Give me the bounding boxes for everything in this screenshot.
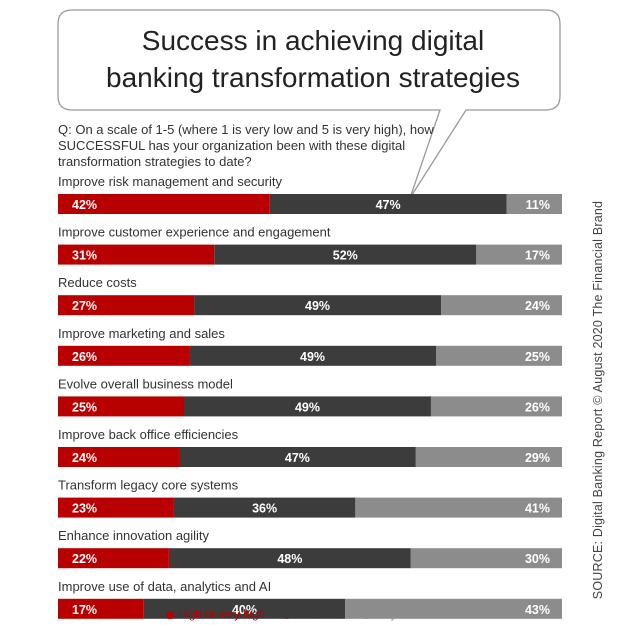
legend-item-low: Very low or low xyxy=(361,609,451,621)
data-label-low: 43% xyxy=(525,603,550,617)
category-label: Improve use of data, analytics and AI xyxy=(58,579,271,594)
data-label-high: 24% xyxy=(72,451,97,465)
bar-segment-low xyxy=(436,345,562,366)
data-label-high: 25% xyxy=(72,400,97,414)
legend-label-high: High or very high xyxy=(178,609,265,621)
bar-segment-low xyxy=(441,295,562,316)
data-label-low: 11% xyxy=(526,198,550,212)
category-label: Improve back office efficiencies xyxy=(58,427,239,442)
survey-question: Q: On a scale of 1-5 (where 1 is very lo… xyxy=(58,122,434,169)
legend-swatch-high xyxy=(166,611,174,619)
data-label-high: 23% xyxy=(72,502,97,516)
data-label-moderate: 47% xyxy=(376,198,401,212)
category-label: Reduce costs xyxy=(58,275,137,290)
bar-segment-moderate xyxy=(194,295,442,316)
category-label: Improve risk management and security xyxy=(58,174,282,189)
bar-segment-high xyxy=(58,447,179,467)
data-label-moderate: 48% xyxy=(277,552,302,566)
bar-segment-moderate xyxy=(173,497,356,518)
bar-segment-high xyxy=(58,295,195,316)
category-label: Improve customer experience and engageme… xyxy=(58,225,331,240)
bar-segment-moderate xyxy=(168,548,411,569)
data-label-high: 22% xyxy=(72,552,97,566)
bar-segment-high xyxy=(58,194,270,214)
bar-segment-high xyxy=(58,548,169,569)
legend-swatch-moderate xyxy=(282,611,291,619)
bar-segment-moderate xyxy=(214,244,477,265)
category-label: Evolve overall business model xyxy=(58,376,233,391)
bar-segment-high xyxy=(58,345,190,366)
data-label-moderate: 49% xyxy=(305,299,330,313)
data-label-high: 31% xyxy=(72,249,97,263)
chart-title-line-1: Success in achieving digital xyxy=(141,25,485,56)
chart-title: Success in achieving digital banking tra… xyxy=(60,22,566,96)
bar-segment-low xyxy=(476,244,562,265)
bar-segment-low xyxy=(345,598,562,619)
legend-label-moderate: Moderate xyxy=(294,609,344,621)
chart-title-line-2: banking transformation strategies xyxy=(106,62,520,93)
data-label-low: 29% xyxy=(525,451,550,465)
bar-segment-moderate xyxy=(143,598,346,619)
bar-segment-high xyxy=(58,497,174,518)
data-label-moderate: 40% xyxy=(232,603,257,617)
legend-item-high: High or very high xyxy=(166,609,265,621)
category-label: Enhance innovation agility xyxy=(58,528,210,543)
legend-swatch-low xyxy=(361,611,370,619)
data-label-moderate: 49% xyxy=(300,350,325,364)
data-label-high: 17% xyxy=(72,603,97,617)
data-label-low: 24% xyxy=(525,299,550,313)
data-label-low: 26% xyxy=(525,400,550,414)
bar-segment-moderate xyxy=(178,447,416,467)
bar-segment-low xyxy=(506,194,562,214)
bar-segment-low xyxy=(355,497,562,518)
category-label: Improve marketing and sales xyxy=(58,326,225,341)
bar-segment-moderate xyxy=(184,396,431,417)
bar-segment-low xyxy=(415,447,562,467)
data-label-moderate: 36% xyxy=(252,502,277,516)
bar-segment-high xyxy=(58,244,215,265)
bar-segment-high xyxy=(58,396,184,417)
data-label-low: 30% xyxy=(525,552,550,566)
bar-segment-high xyxy=(58,598,144,619)
legend-label-low: Very low or low xyxy=(373,609,451,621)
data-label-low: 25% xyxy=(525,350,550,364)
data-label-high: 27% xyxy=(72,299,97,313)
data-label-high: 42% xyxy=(72,198,97,212)
data-label-low: 41% xyxy=(525,502,550,516)
bar-segment-moderate xyxy=(269,194,507,214)
legend-item-moderate: Moderate xyxy=(282,609,344,621)
data-label-moderate: 47% xyxy=(285,451,310,465)
bar-segment-low xyxy=(430,396,562,417)
category-label: Transform legacy core systems xyxy=(58,478,239,493)
data-label-moderate: 52% xyxy=(333,249,358,263)
bar-segment-moderate xyxy=(189,345,436,366)
source-credit: SOURCE: Digital Banking Report © August … xyxy=(591,200,605,600)
data-label-low: 17% xyxy=(525,249,550,263)
bar-segment-low xyxy=(410,548,562,569)
data-label-moderate: 49% xyxy=(295,400,320,414)
chart-legend: High or very high Moderate Very low or l… xyxy=(166,606,451,624)
data-label-high: 26% xyxy=(72,350,97,364)
